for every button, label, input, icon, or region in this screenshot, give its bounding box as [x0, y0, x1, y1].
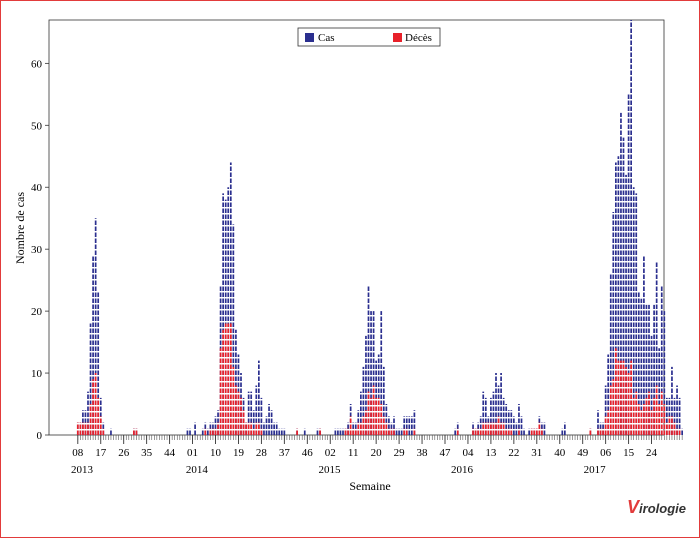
x-tick-label: 06 — [600, 447, 612, 459]
y-tick-label: 20 — [31, 306, 43, 318]
x-tick-label: 08 — [72, 447, 84, 459]
year-label: 2014 — [186, 464, 209, 476]
bars — [76, 20, 684, 435]
x-tick-label: 01 — [187, 447, 198, 459]
x-tick-label: 46 — [302, 447, 314, 459]
x-tick-label: 44 — [164, 447, 176, 459]
x-tick-label: 24 — [646, 447, 658, 459]
y-tick-label: 60 — [31, 58, 43, 70]
x-axis-label: Semaine — [349, 479, 390, 493]
year-label: 2015 — [318, 464, 341, 476]
x-tick-label: 19 — [233, 447, 245, 459]
y-tick-label: 30 — [31, 244, 43, 256]
legend-label-cas: Cas — [318, 32, 335, 44]
x-tick-label: 40 — [554, 447, 566, 459]
x-tick-label: 17 — [95, 447, 107, 459]
x-tick-label: 29 — [394, 447, 406, 459]
x-tick-label: 04 — [462, 447, 474, 459]
x-tick-label: 28 — [256, 447, 268, 459]
x-tick-label: 38 — [417, 447, 429, 459]
legend-box — [297, 27, 441, 47]
x-tick-label: 47 — [440, 447, 452, 459]
y-axis-label: Nombre de cas — [13, 192, 27, 264]
y-tick-label: 50 — [31, 120, 43, 132]
legend: Cas Décès — [297, 27, 441, 47]
legend-swatch-deces — [393, 33, 402, 42]
x-tick-label: 31 — [531, 447, 542, 459]
x-tick-label: 13 — [485, 447, 497, 459]
x-tick-label: 26 — [118, 447, 130, 459]
year-label: 2013 — [71, 464, 94, 476]
y-tick-label: 40 — [31, 182, 43, 194]
x-tick-label: 49 — [577, 447, 589, 459]
x-tick-label: 02 — [325, 447, 336, 459]
x-tick-label: 11 — [348, 447, 359, 459]
legend-label-deces: Décès — [405, 32, 432, 44]
x-tick-label: 20 — [371, 447, 383, 459]
y-tick-label: 10 — [31, 368, 43, 380]
year-label: 2017 — [584, 464, 607, 476]
y-axis: 0 10 20 30 40 50 60 — [31, 58, 49, 442]
y-tick-label: 0 — [37, 430, 43, 442]
legend-swatch-cas — [305, 33, 314, 42]
x-tick-label: 37 — [279, 447, 291, 459]
x-tick-label: 22 — [508, 447, 519, 459]
x-tick-label: 10 — [210, 447, 222, 459]
x-tick-label: 15 — [623, 447, 635, 459]
x-axis: 08 17 26 35 44 01 10 19 28 37 46 02 11 20 29 38 47 04 13 22… — [71, 435, 683, 476]
x-tick-label: 35 — [141, 447, 153, 459]
year-label: 2016 — [451, 464, 474, 476]
plot-area — [48, 19, 665, 436]
virologie-logo: Virologie — [627, 497, 686, 517]
